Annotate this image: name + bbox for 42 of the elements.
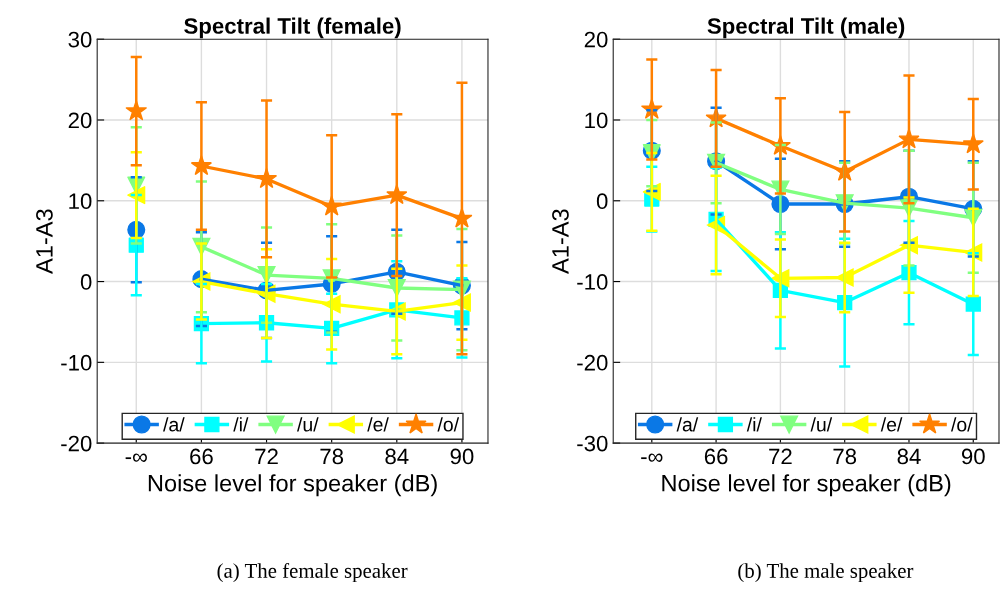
y-tick-label: 20 — [68, 112, 92, 129]
x-tick-label: 66 — [190, 448, 213, 465]
y-tick-label: -10 — [61, 354, 92, 371]
legend-label: /o/ — [950, 417, 973, 432]
y-tick-label: 0 — [596, 193, 608, 210]
x-axis-title: Noise level for speaker (dB) — [148, 474, 437, 497]
y-axis-title: A1-A3 — [552, 209, 569, 274]
x-axis-title: Noise level for speaker (dB) — [662, 474, 951, 497]
x-tick-label: 84 — [385, 448, 409, 465]
legend-label: /i/ — [746, 417, 762, 432]
y-axis-title: A1-A3 — [36, 209, 53, 274]
x-tick-label: 66 — [704, 448, 728, 465]
y-tick-label: -10 — [577, 274, 608, 290]
chart-title: Spectral Tilt (male) — [707, 17, 905, 39]
x-tick-label: -∞ — [125, 453, 147, 462]
y-tick-label: 20 — [584, 31, 608, 48]
legend-label: /e/ — [880, 417, 903, 432]
x-tick-label: 78 — [320, 448, 344, 465]
legend-label: /u/ — [810, 417, 833, 432]
legend-label: /a/ — [676, 417, 699, 432]
x-tick-label: 72 — [769, 448, 792, 465]
text: (a) The female speaker — [217, 563, 408, 583]
y-tick-label: 10 — [69, 193, 92, 210]
legend-label: /i/ — [233, 417, 249, 432]
chart-title: Spectral Tilt (female) — [184, 17, 401, 39]
x-tick-label: 78 — [833, 448, 857, 465]
y-tick-label: 30 — [68, 31, 92, 48]
legend-label: /a/ — [163, 417, 185, 432]
y-tick-label: -20 — [577, 354, 608, 371]
y-tick-label: -20 — [61, 435, 92, 452]
y-tick-label: -30 — [577, 435, 608, 452]
x-tick-label: 84 — [897, 448, 921, 465]
legend-label: /o/ — [437, 417, 460, 432]
y-tick-label: 10 — [585, 112, 608, 129]
legend-label: /u/ — [297, 417, 319, 432]
x-tick-label: 72 — [255, 448, 278, 465]
x-tick-label: 90 — [450, 448, 474, 465]
text: (b) The male speaker — [738, 563, 914, 583]
legend-label: /e/ — [367, 417, 389, 432]
x-tick-label: -∞ — [641, 453, 663, 462]
x-tick-label: 90 — [961, 448, 985, 465]
y-tick-label: 0 — [80, 274, 92, 290]
